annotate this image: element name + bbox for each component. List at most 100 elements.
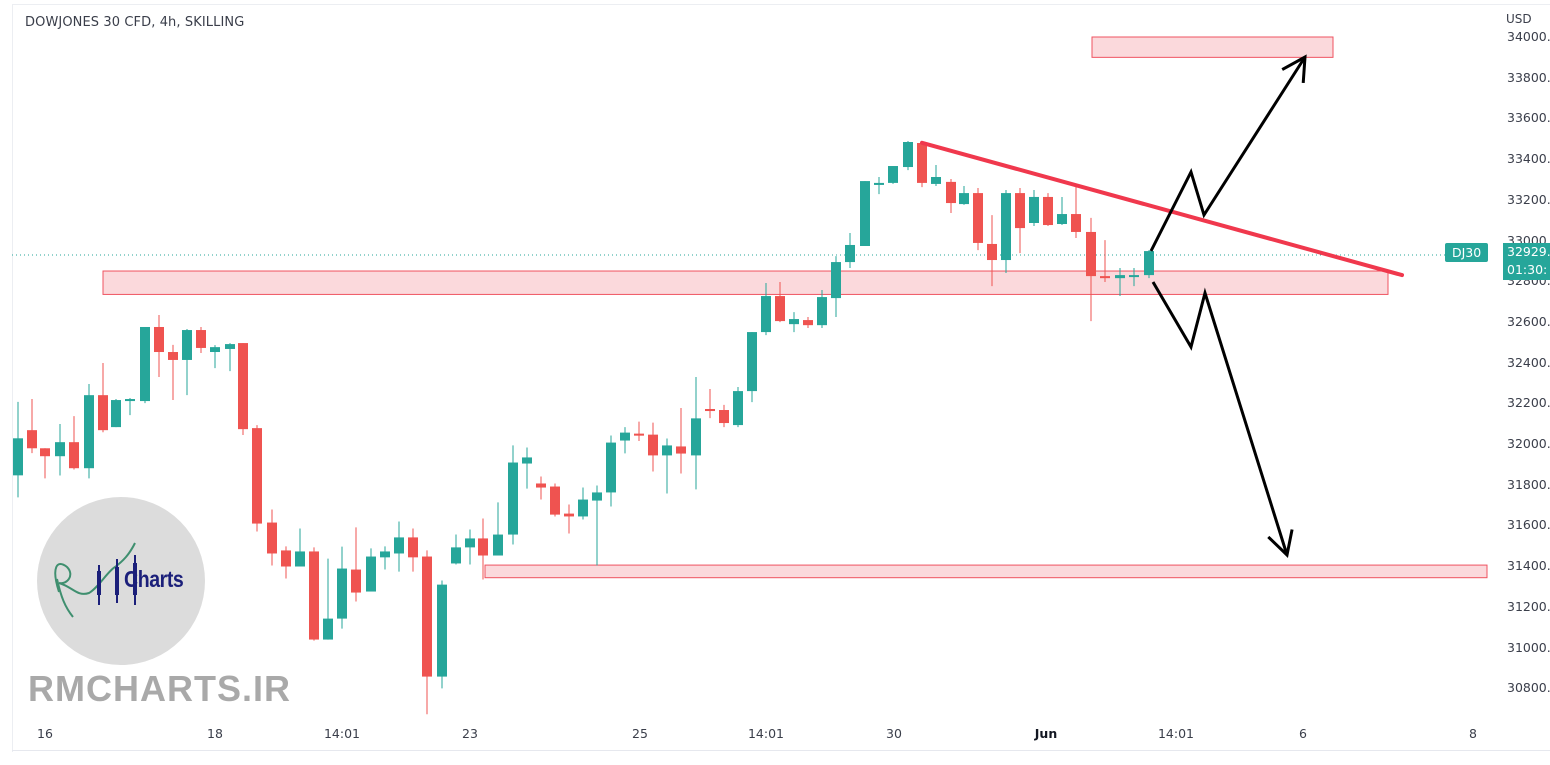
bearish-candle (676, 446, 686, 454)
bearish-candle (946, 181, 956, 204)
price-tick-label: 31200. (1507, 598, 1550, 614)
bullish-candle (295, 551, 305, 567)
bullish-candle (1001, 193, 1011, 261)
time-tick-label: 14:01 (747, 726, 785, 741)
bearish-candle (408, 537, 418, 558)
bullish-candle (84, 395, 94, 469)
time-tick-label: 25 (632, 726, 648, 741)
bearish-candle (196, 330, 206, 348)
bullish-candle (592, 492, 602, 501)
price-tick-label: 33800. (1507, 69, 1550, 85)
bullish-candle (493, 534, 503, 556)
bullish-candle (465, 538, 475, 548)
bullish-candle (903, 142, 913, 168)
bearish-candle (168, 352, 178, 360)
currency-label: USD (1506, 12, 1532, 26)
time-tick-label: 6 (1299, 726, 1307, 741)
rmcharts-logo (37, 497, 205, 665)
time-tick-label: 8 (1469, 726, 1477, 741)
bearish-candle (719, 410, 729, 424)
time-tick-label: 30 (886, 726, 902, 741)
logo-text: Charts (124, 566, 184, 592)
time-tick-label: 16 (37, 726, 53, 741)
bullish-candle (182, 330, 192, 360)
bullish-candle (380, 551, 390, 558)
arrowhead-icon (1281, 54, 1307, 84)
symbol-price-tag: DJ30 (1445, 243, 1489, 262)
bearish-candle (69, 442, 79, 469)
bearish-candle (252, 428, 262, 524)
bullish-candle (140, 326, 150, 402)
bullish-candle (747, 332, 757, 392)
bullish-candle (662, 445, 672, 456)
bearish-candle (564, 513, 574, 517)
price-tick-label: 30800. (1507, 680, 1550, 696)
bullish-candle (522, 457, 532, 464)
bullish-candle (733, 391, 743, 426)
site-watermark: RMCHARTS.IR (28, 668, 291, 709)
bearish-candle (281, 550, 291, 567)
last-price-tag: 32929. 01:30: (1503, 243, 1550, 280)
bullish-candle (366, 556, 376, 592)
bearish-candle (987, 243, 997, 261)
chart-frame (12, 4, 1550, 752)
last-price-value: 32929. (1507, 244, 1550, 259)
bullish-candle (874, 182, 884, 185)
time-tick-label: 14:01 (323, 726, 361, 741)
time-axis-border (12, 750, 1550, 751)
bullish-candle (225, 344, 235, 349)
price-tick-label: 33200. (1507, 191, 1550, 207)
time-tick-label: 14:01 (1157, 726, 1195, 741)
bearish-candle (1015, 193, 1025, 229)
price-tick-label: 31800. (1507, 476, 1550, 492)
bullish-candle (1129, 275, 1139, 278)
bullish-candle (789, 319, 799, 325)
bullish-candle (931, 177, 941, 184)
bullish-candle (451, 547, 461, 564)
bearish-candle (27, 430, 37, 449)
bullish-candle (860, 181, 870, 246)
bullish-candle (125, 399, 135, 402)
bearish-candle (648, 434, 658, 456)
bullish-candle (761, 296, 771, 333)
bearish-scenario (1151, 281, 1289, 556)
bearish-candle (536, 483, 546, 488)
bearish-candle (1071, 214, 1081, 232)
bearish-candle (422, 556, 432, 677)
bullish-candle (959, 193, 969, 205)
price-tick-label: 34000. (1507, 29, 1550, 44)
rm-candles-logo-icon (54, 542, 137, 618)
bullish-candle (620, 432, 630, 441)
price-tick-label: 31000. (1507, 639, 1550, 655)
descending-trendline (920, 140, 1404, 278)
bearish-candle (917, 143, 927, 183)
bullish-candle (394, 537, 404, 554)
price-tick-label: 31600. (1507, 517, 1550, 533)
bearish-candle (98, 395, 108, 431)
bullish-candle (888, 166, 898, 183)
bearish-candle (1043, 196, 1053, 226)
bullish-candle (1144, 251, 1154, 276)
bullish-candle (1115, 275, 1125, 279)
bearish-candle (775, 296, 785, 322)
bullish-candle (606, 442, 616, 493)
target-zone (1091, 36, 1334, 58)
bullish-candle (578, 499, 588, 517)
bullish-candle (323, 618, 333, 640)
resistance-zone (102, 270, 1389, 295)
time-tick-label: 23 (462, 726, 478, 741)
chart-title: DOWJONES 30 CFD, 4h, SKILLING (25, 15, 245, 30)
arrowhead-icon (1267, 529, 1294, 558)
bullish-candle (210, 347, 220, 353)
bullish-scenario (1149, 56, 1307, 252)
bearish-candle (634, 433, 644, 436)
bullish-candle (691, 418, 701, 456)
bullish-candle (337, 568, 347, 619)
bullish-candle (111, 400, 121, 428)
bearish-candle (478, 538, 488, 556)
bearish-candle (973, 193, 983, 243)
price-tick-label: 32000. (1507, 436, 1550, 451)
price-tick-label: 32200. (1507, 395, 1550, 411)
price-tick-label: 32600. (1507, 313, 1550, 329)
